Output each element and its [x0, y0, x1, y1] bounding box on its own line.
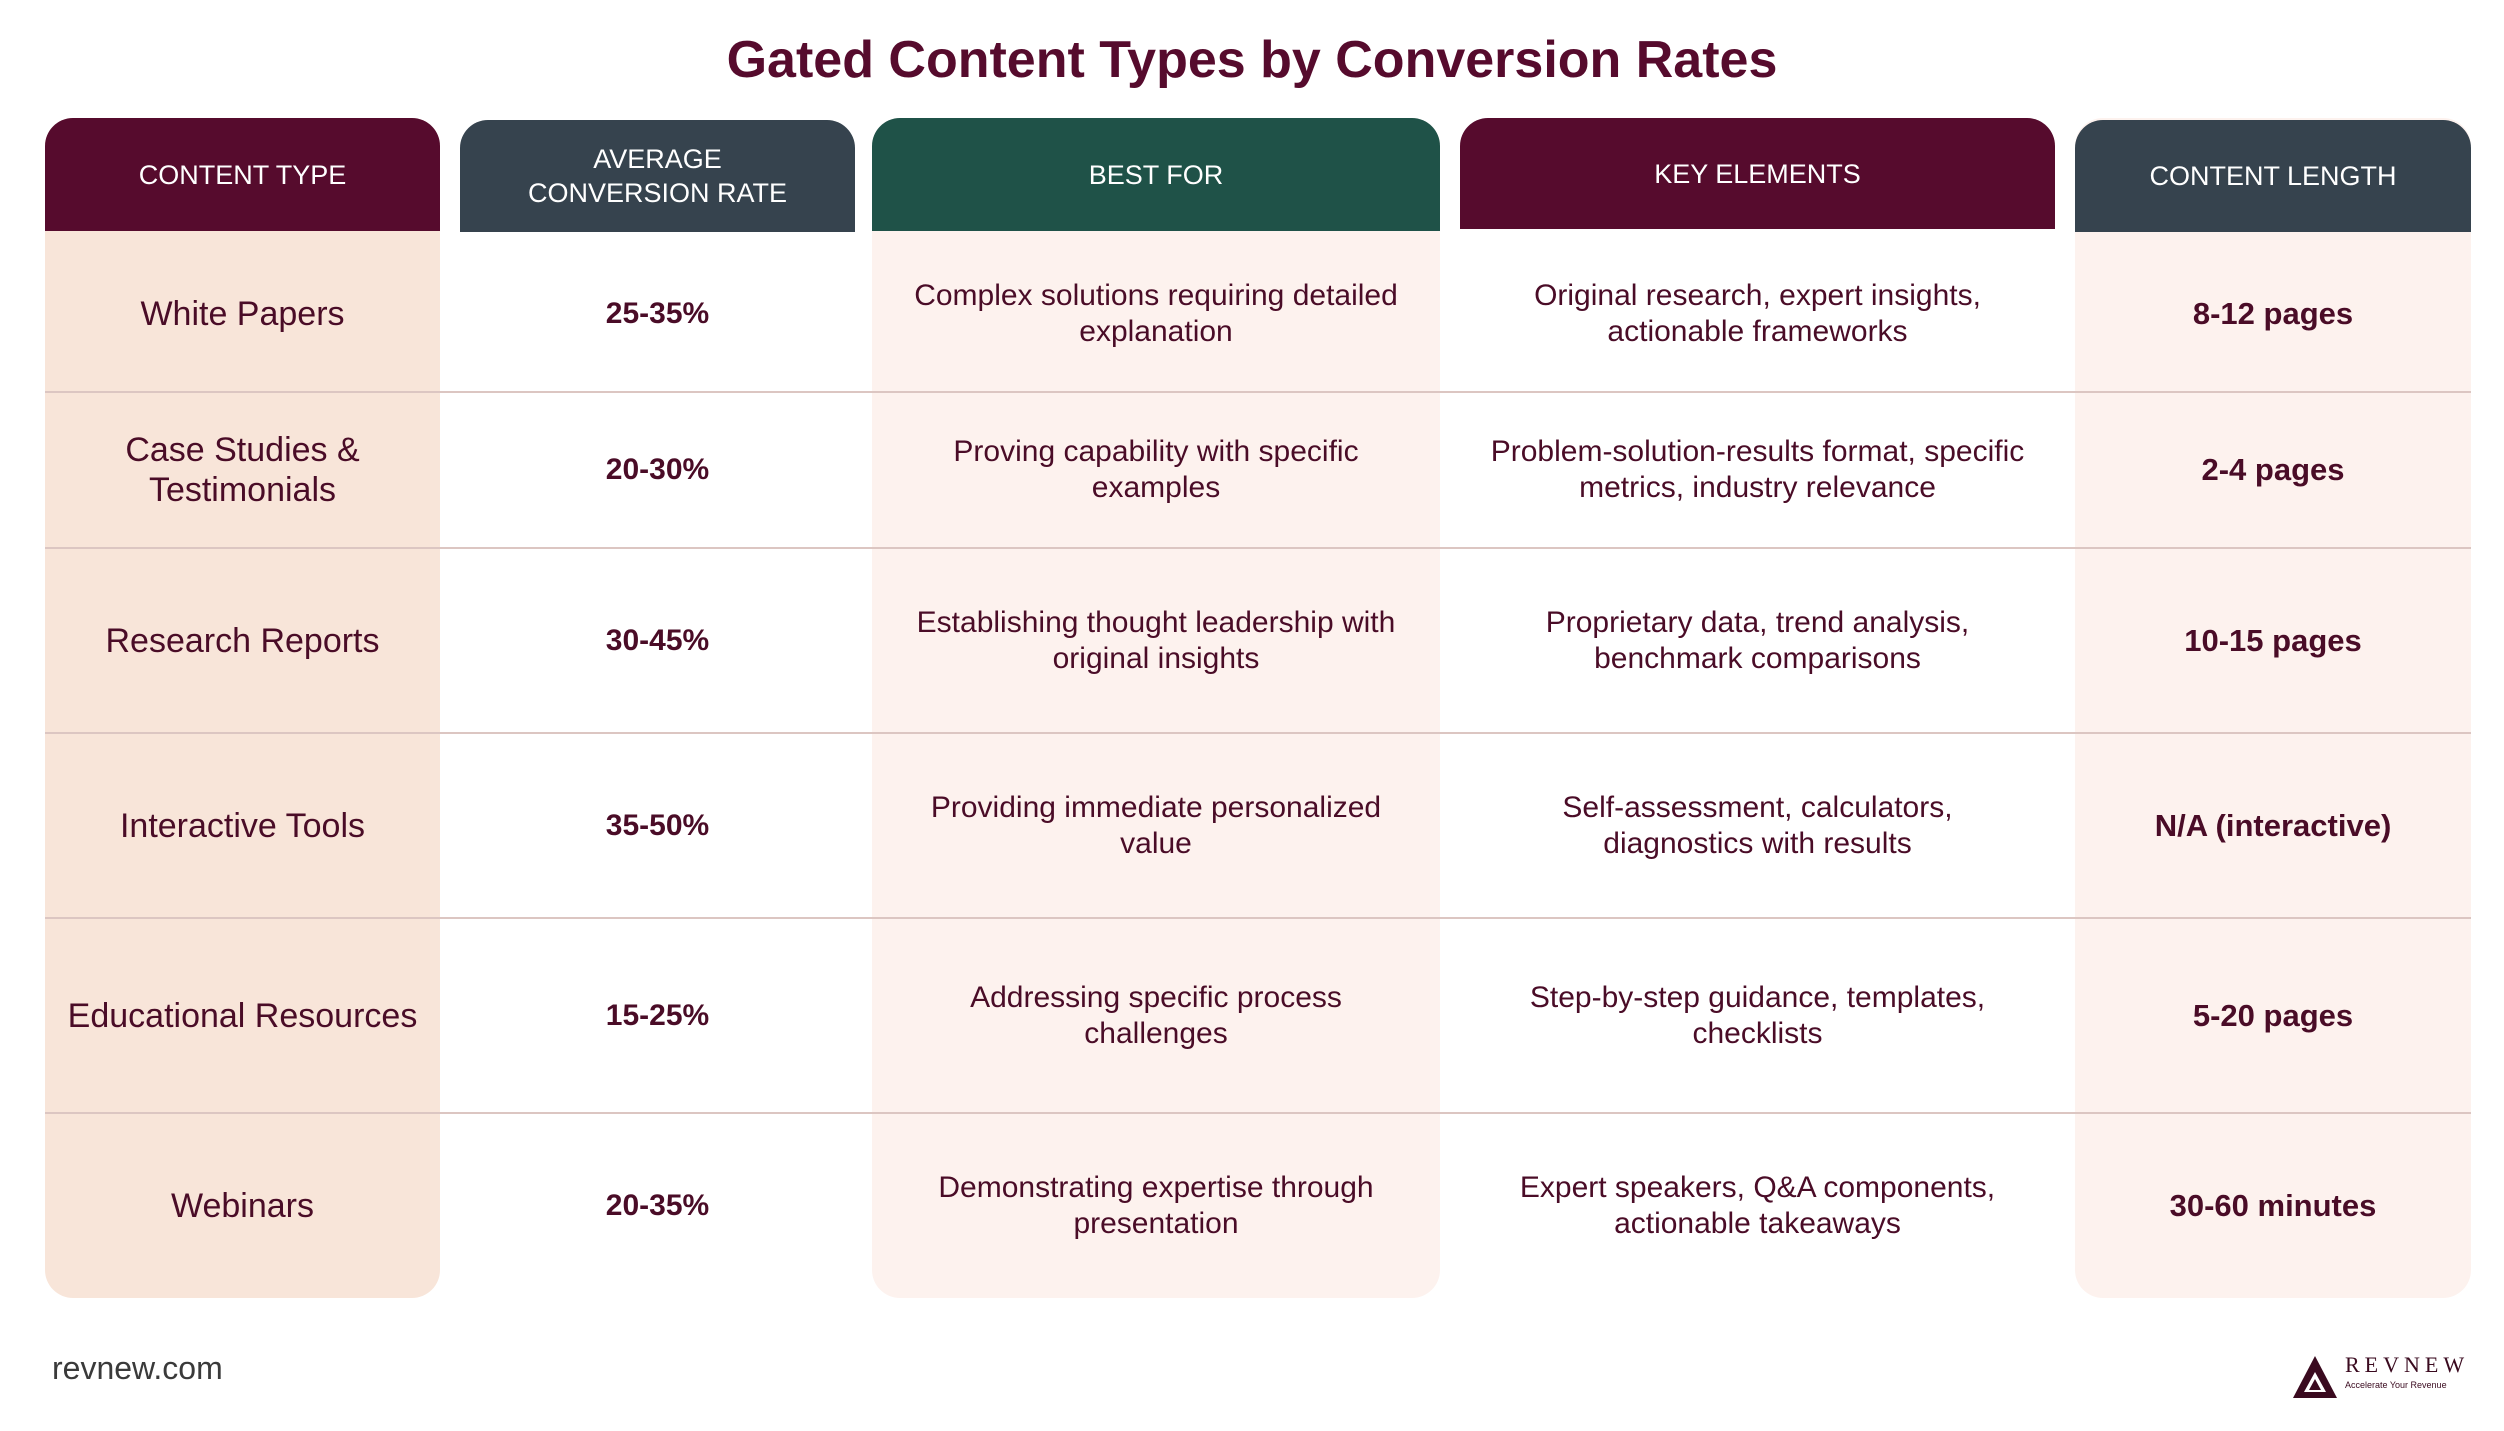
row-divider	[45, 1112, 2471, 1114]
footer-site: revnew.com	[52, 1350, 223, 1386]
key-elements-cell: Expert speakers, Q&A components, actiona…	[1519, 1170, 1996, 1240]
row-divider	[45, 547, 2471, 549]
content-type-column-bg	[45, 118, 440, 1298]
conversion-rate-cell: 25-35%	[605, 296, 710, 330]
content-type-cell: Research Reports	[105, 621, 380, 660]
row-divider	[45, 732, 2471, 734]
content-type-cell: Educational Resources	[67, 996, 418, 1035]
content-type-cell: Webinars	[171, 1186, 314, 1225]
best-for-cell: Establishing thought leadership with ori…	[916, 605, 1396, 675]
conversion-rate-cell: 20-30%	[605, 453, 710, 486]
conversion-rate-cell: 20-35%	[605, 1188, 710, 1222]
header-best-for: BEST FOR	[872, 118, 1440, 231]
logo-tagline: Accelerate Your Revenue	[2345, 1380, 2447, 1390]
best-for-cell: Demonstrating expertise through presenta…	[938, 1170, 1374, 1240]
logo-name: REVNEW	[2345, 1352, 2470, 1377]
header-content-type: CONTENT TYPE	[45, 118, 440, 231]
key-elements-cell: Proprietary data, trend analysis, benchm…	[1545, 605, 1970, 675]
best-for-cell: Complex solutions requiring detailed exp…	[914, 278, 1398, 348]
best-for-cell: Providing immediate personalized value	[930, 790, 1382, 860]
key-elements-cell: Self-assessment, calculators, diagnostic…	[1562, 790, 1953, 860]
conversion-rate-cell: 35-50%	[605, 808, 710, 842]
content-length-cell: 2-4 pages	[2201, 452, 2345, 487]
header-average-conversion-rate: AVERAGE CONVERSION RATE	[460, 120, 855, 232]
content-type-cell: Case Studies & Testimonials	[125, 431, 360, 509]
header-key-elements: KEY ELEMENTS	[1460, 118, 2055, 229]
best-for-cell: Addressing specific process challenges	[970, 980, 1342, 1050]
key-elements-cell: Original research, expert insights, acti…	[1534, 278, 1981, 348]
content-length-cell: N/A (interactive)	[2154, 807, 2392, 843]
content-length-cell: 10-15 pages	[2184, 622, 2362, 658]
content-type-cell: Interactive Tools	[119, 806, 366, 845]
key-elements-cell: Step-by-step guidance, templates, checkl…	[1529, 980, 1986, 1050]
content-type-cell: White Papers	[140, 294, 345, 333]
conversion-rate-cell: 15-25%	[605, 998, 710, 1032]
page-title: Gated Content Types by Conversion Rates	[726, 31, 1778, 89]
best-for-column-bg	[872, 118, 1440, 1298]
content-length-cell: 30-60 minutes	[2169, 1187, 2377, 1223]
content-length-cell: 5-20 pages	[2192, 997, 2354, 1033]
header-rate-label: AVERAGE CONVERSION RATE	[527, 144, 788, 208]
conversion-rate-cell: 30-45%	[605, 623, 710, 657]
best-for-cell: Proving capability with specific example…	[953, 435, 1359, 504]
content-length-cell: 8-12 pages	[2192, 295, 2354, 331]
header-content-length: CONTENT LENGTH	[2075, 120, 2471, 232]
revnew-logo: REVNEW Accelerate Your Revenue	[2290, 1348, 2470, 1403]
content-length-column-bg	[2075, 118, 2471, 1298]
row-divider	[45, 917, 2471, 919]
key-elements-cell: Problem-solution-results format, specifi…	[1490, 435, 2025, 504]
logo-mark-icon	[2293, 1356, 2337, 1398]
row-divider	[45, 391, 2471, 393]
